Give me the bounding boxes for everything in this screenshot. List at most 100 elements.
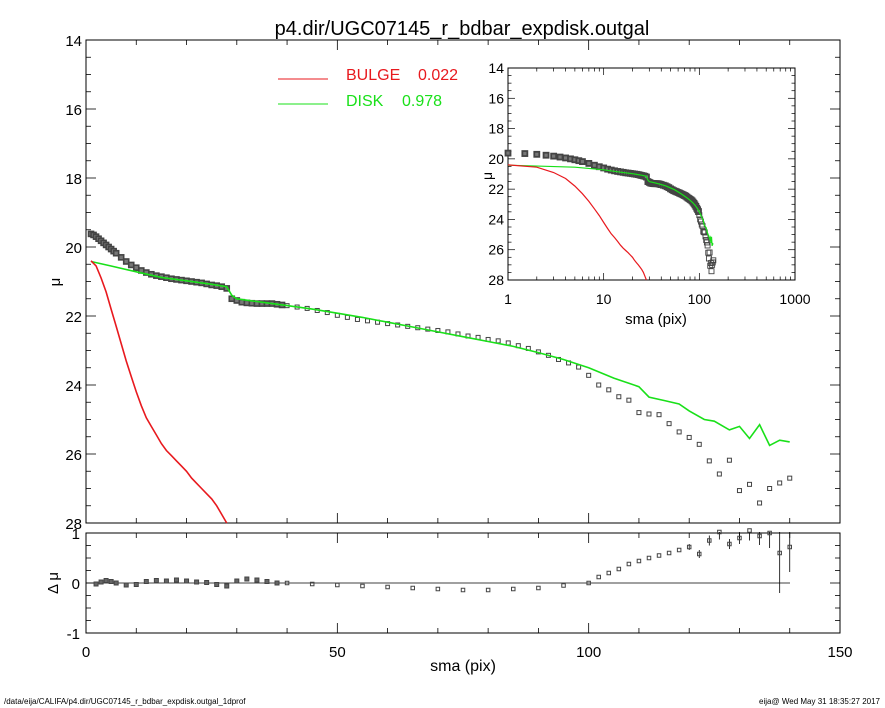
data-point [112,249,120,257]
inset-y-tick-label: 26 [488,242,504,258]
inset-data-point [556,153,564,161]
main-y-tick-label: 24 [65,378,82,395]
residual-point [586,580,591,586]
main-y-tick-label: 18 [65,171,82,188]
inset-data-point [521,150,529,157]
main-profile-panel: 14 16 18 20 22 24 26 28 μ BULGE 0.022 DISK 0.97… [47,33,841,533]
data-point [596,382,602,388]
data-point [586,372,592,378]
data-point [616,394,622,400]
inset-data-point [579,158,586,165]
data-point [747,481,753,487]
residual-point [264,579,270,584]
residual-point [214,582,220,587]
residual-point [656,553,662,558]
inset-y-tick-label: 18 [488,121,504,137]
inset-y-tick-label: 14 [488,60,504,76]
residual-point [153,578,159,583]
footer-timestamp: eija@ Wed May 31 18:35:27 2017 [759,697,880,706]
residual-point [666,550,672,556]
residual-point [184,578,190,584]
data-point [767,486,773,491]
data-point [606,387,612,393]
inset-data-point [702,233,709,240]
residual-point [98,579,104,585]
residual-point [108,579,114,584]
main-y-tick-label: 26 [65,447,82,464]
disk-model-line [90,260,790,447]
residual-point [360,583,365,589]
data-point [757,500,763,506]
residual-point [335,582,340,588]
data-point [736,488,742,494]
main-y-tick-label: 16 [65,102,82,119]
inset-data-point [704,242,711,249]
data-point [354,316,360,322]
data-point [626,397,632,403]
residual-point [561,583,566,588]
x-tick-label: 50 [329,644,346,661]
main-y-tick-label: 20 [65,240,82,257]
data-point [344,314,350,320]
data-point [706,458,712,464]
residual-points [93,528,792,593]
inset-data-point [585,159,593,167]
residual-point [274,580,280,586]
residual-point [686,544,692,550]
residual-point [757,533,762,539]
inset-data-point [706,249,713,256]
legend-bulge-value: 0.022 [418,67,458,84]
data-point [777,480,783,486]
data-point [686,434,692,440]
residual-point [646,555,652,561]
residual-point [606,570,612,576]
chart-title: p4.dir/UGC07145_r_bdbar_expdisk.outgal [275,18,650,40]
inset-y-tick-label: 28 [488,272,504,288]
legend-disk-label: DISK [346,93,384,110]
data-point [676,429,682,435]
inset-x-tick-label: 1 [504,291,512,307]
inset-data-point [705,255,712,262]
residual-point [777,550,782,556]
data-point [636,410,642,416]
residual-point [410,585,415,591]
inset-y-tick-label: 24 [488,211,504,227]
inset-x-tick-label: 100 [688,291,712,307]
residual-point [234,578,240,584]
residual-point [460,587,466,593]
residual-point [767,530,772,536]
residual-point [173,577,179,583]
residual-point [204,580,210,585]
inset-y-axis-label: μ [479,172,495,180]
residual-point [697,551,702,557]
data-point [696,441,702,447]
residual-point [244,576,250,582]
data-point [656,412,662,418]
legend-bulge-label: BULGE [346,67,400,84]
residual-point [616,566,622,572]
inset-log-panel: 14 16 18 20 22 24 26 281 10 100 1000 μ sma (pix) [479,60,811,328]
residual-point [727,541,732,547]
main-ticks [85,39,841,524]
residual-point [747,528,752,533]
residual-y-tick-label: 1 [72,526,80,543]
inset-y-tick-label: 20 [488,151,504,167]
residual-point [103,578,109,583]
data-point [646,411,652,417]
inset-data-point [703,239,710,246]
residual-point [435,586,441,592]
residual-point [113,580,119,586]
main-y-tick-label: 28 [65,516,82,533]
inset-data-point [504,149,512,157]
data-point [117,254,125,261]
inset-bulge-model-line [507,164,647,281]
residual-point [194,579,200,585]
data-point [666,421,672,427]
data-point [726,457,732,463]
residual-y-tick-label: 0 [72,576,80,593]
residual-point [485,587,491,593]
residual-point [163,578,169,584]
legend-disk-value: 0.978 [402,93,442,110]
